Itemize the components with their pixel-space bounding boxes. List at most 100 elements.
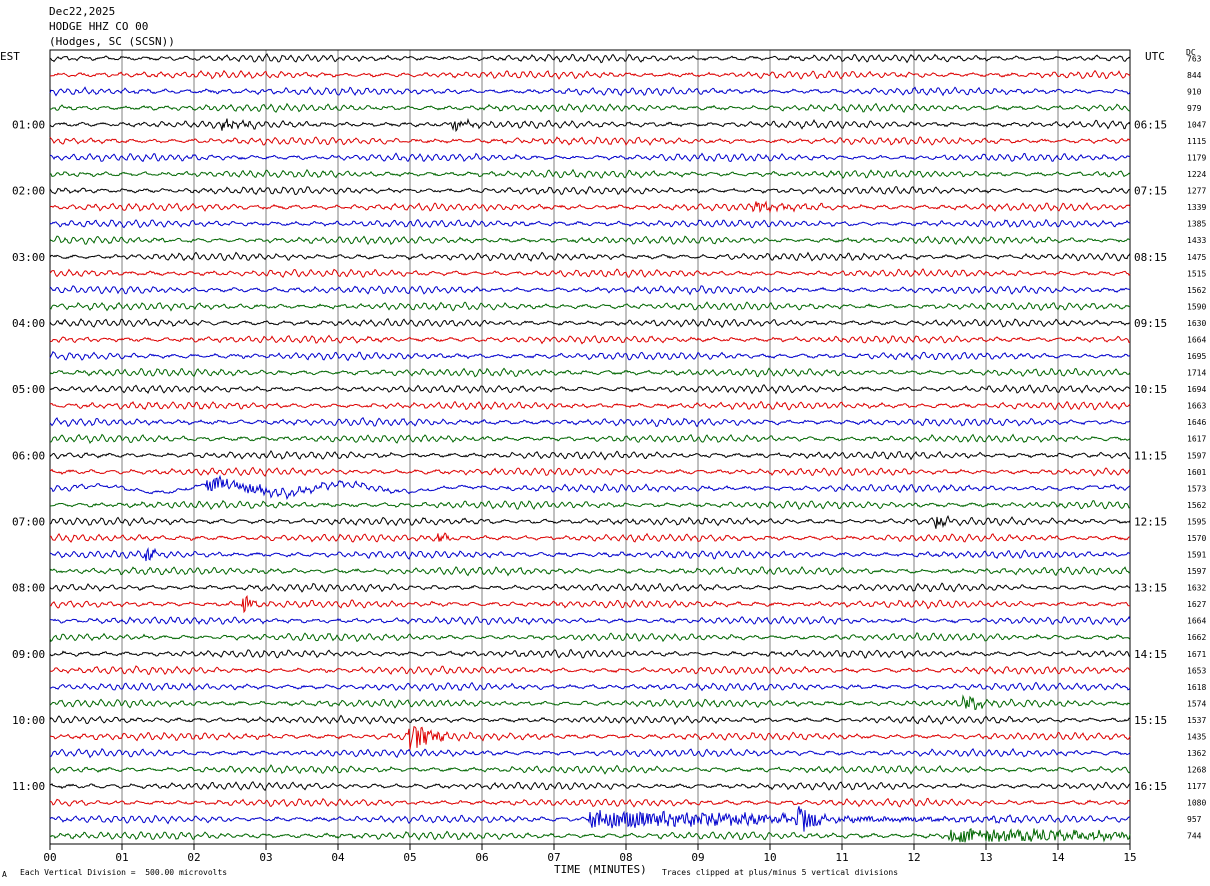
est-hour-label: 11:00 [12, 780, 45, 793]
trace-row-41 [49, 726, 1131, 750]
x-tick-label: 03 [259, 851, 272, 864]
dc-offset-label: 1591 [1187, 551, 1206, 560]
trace-row-1 [50, 69, 1131, 80]
est-hour-label: 05:00 [12, 383, 45, 396]
est-hour-label: 07:00 [12, 515, 45, 528]
dc-offset-label: 1601 [1187, 468, 1206, 477]
dc-offset-label: 1433 [1187, 236, 1206, 245]
trace-row-24 [49, 449, 1131, 461]
dc-offset-label: 979 [1187, 104, 1202, 113]
dc-offset-label: 1597 [1187, 567, 1206, 576]
dc-offset-label: 1630 [1187, 319, 1206, 328]
dc-offset-label: 1562 [1187, 286, 1206, 295]
dc-offset-label: 1574 [1187, 699, 1206, 708]
trace-row-19 [49, 367, 1131, 378]
trace-row-9 [49, 200, 1131, 214]
dc-offset-label: 910 [1187, 87, 1202, 96]
trace-row-28 [49, 514, 1131, 529]
x-tick-label: 02 [187, 851, 200, 864]
chart-station: HODGE HHZ CO 00 [49, 20, 149, 33]
trace-row-15 [49, 301, 1130, 312]
trace-row-34 [50, 615, 1131, 626]
dc-offset-label: 1646 [1187, 418, 1206, 427]
trace-row-47 [49, 827, 1131, 843]
dc-offset-label: 957 [1187, 815, 1202, 824]
dc-offset-label: 1339 [1187, 203, 1206, 212]
trace-row-6 [49, 152, 1131, 163]
dc-offset-label: 1224 [1187, 170, 1206, 179]
est-hour-label: 08:00 [12, 582, 45, 595]
trace-row-21 [49, 400, 1131, 411]
dc-offset-label: 1179 [1187, 154, 1206, 163]
trace-row-20 [49, 384, 1131, 395]
est-axis-label: EST [0, 50, 20, 63]
plot-frame [49, 49, 1131, 845]
dc-offset-label: 1627 [1187, 600, 1206, 609]
dc-offset-label: 1277 [1187, 187, 1206, 196]
dc-offset-label: 844 [1187, 71, 1202, 80]
dc-offset-label: 744 [1187, 832, 1202, 841]
dc-offset-label: 1664 [1187, 335, 1206, 344]
dc-axis-label: DC [1186, 48, 1196, 57]
x-tick-label: 12 [907, 851, 920, 864]
trace-row-27 [49, 499, 1131, 510]
dc-offset-label: 1080 [1187, 799, 1206, 808]
trace-row-12 [49, 251, 1131, 262]
utc-hour-label: 14:15 [1134, 648, 1167, 661]
dc-offset-label: 1573 [1187, 484, 1206, 493]
est-hour-label: 04:00 [12, 317, 45, 330]
dc-offset-label: 1515 [1187, 269, 1206, 278]
dc-offset-label: 1177 [1187, 782, 1206, 791]
utc-hour-label: 16:15 [1134, 780, 1167, 793]
dc-offset-label: 1475 [1187, 253, 1206, 262]
trace-row-29 [49, 532, 1130, 543]
est-hour-label: 02:00 [12, 185, 45, 198]
dc-offset-label: 1115 [1187, 137, 1206, 146]
trace-row-10 [49, 218, 1131, 229]
chart-date: Dec22,2025 [49, 5, 116, 18]
x-axis-title: TIME (MINUTES) [554, 863, 647, 876]
utc-hour-label: 12:15 [1134, 515, 1167, 528]
dc-offset-label: 1047 [1187, 120, 1206, 129]
x-tick-label: 11 [835, 851, 848, 864]
dc-offset-label: 1632 [1187, 584, 1206, 593]
dc-offset-label: 1590 [1187, 302, 1206, 311]
trace-row-18 [49, 351, 1131, 362]
trace-row-0 [49, 53, 1131, 64]
x-tick-label: 13 [979, 851, 992, 864]
trace-row-35 [49, 632, 1131, 643]
trace-row-37 [49, 665, 1131, 676]
x-tick-label: 09 [691, 851, 704, 864]
trace-row-14 [49, 285, 1130, 296]
trace-row-44 [49, 781, 1131, 792]
dc-offset-label: 763 [1187, 54, 1202, 63]
trace-row-5 [49, 136, 1131, 146]
dc-offset-label: 1362 [1187, 749, 1206, 758]
trace-row-16 [49, 318, 1131, 329]
trace-row-45 [50, 797, 1131, 808]
dc-offset-label: 1537 [1187, 716, 1206, 725]
trace-row-46 [49, 806, 1131, 832]
est-hour-label: 10:00 [12, 714, 45, 727]
trace-row-11 [49, 235, 1130, 246]
x-tick-label: 04 [331, 851, 345, 864]
trace-row-30 [49, 547, 1131, 562]
est-hour-label: 03:00 [12, 251, 45, 264]
x-tick-label: 00 [43, 851, 56, 864]
dc-offset-label: 1385 [1187, 220, 1206, 229]
trace-row-36 [49, 648, 1131, 659]
trace-row-22 [49, 417, 1131, 428]
utc-hour-label: 11:15 [1134, 449, 1167, 462]
trace-row-3 [49, 102, 1131, 113]
dc-offset-label: 1694 [1187, 385, 1206, 394]
dc-offset-label: 1618 [1187, 683, 1206, 692]
chart-location: (Hodges, SC (SCSN)) [49, 35, 175, 48]
trace-row-26 [50, 474, 1131, 500]
est-hour-label: 09:00 [12, 648, 45, 661]
dc-offset-label: 1663 [1187, 402, 1206, 411]
utc-axis-label: UTC [1145, 50, 1165, 63]
dc-offset-label: 1653 [1187, 666, 1206, 675]
x-tick-label: 06 [475, 851, 488, 864]
x-tick-label: 08 [619, 851, 632, 864]
